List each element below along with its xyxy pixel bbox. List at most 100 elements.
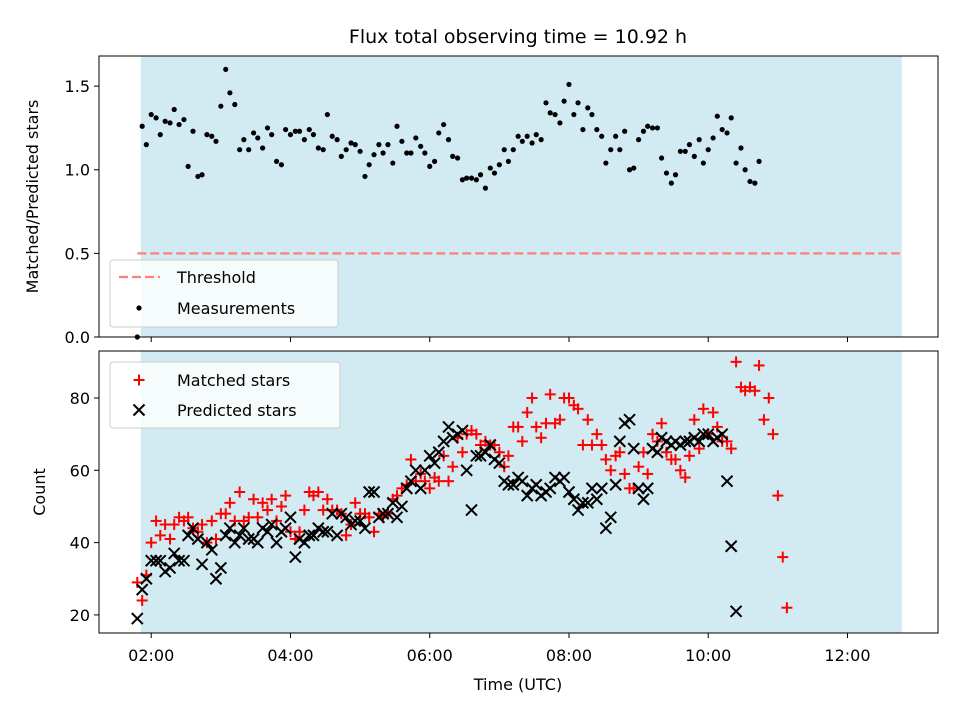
bottom-y-ticks: 20 40 60 80 xyxy=(70,389,99,625)
predicted-star-marker xyxy=(330,529,344,542)
measurement-point xyxy=(273,158,280,164)
matched-stars-legend-label: Matched stars xyxy=(177,371,290,390)
predicted-star-marker xyxy=(353,514,367,528)
bottom-x-tick-label: 10:00 xyxy=(685,646,731,665)
predicted-star-marker xyxy=(237,521,251,535)
predicted-star-marker xyxy=(590,493,604,506)
predicted-star-marker xyxy=(131,612,144,625)
predicted-star-marker xyxy=(261,525,274,538)
predicted-star-marker xyxy=(604,511,617,524)
top-axes: 0.0 0.5 1.0 1.5 Matched/Predicted stars Thr… xyxy=(23,55,939,347)
predicted-star-marker xyxy=(516,474,529,488)
x-axis-label: Time (UTC) xyxy=(473,675,562,694)
bottom-y-tick-label: 60 xyxy=(70,461,90,480)
measurement-point xyxy=(510,147,516,153)
measurement-point xyxy=(585,105,591,111)
predicted-star-marker xyxy=(390,511,404,524)
predicted-star-marker xyxy=(599,521,613,535)
measurement-point xyxy=(320,147,326,153)
predicted-star-marker xyxy=(627,442,640,455)
predicted-star-marker xyxy=(349,514,362,528)
predicted-star-marker xyxy=(418,464,432,477)
predicted-star-marker xyxy=(697,427,710,441)
measurement-point xyxy=(686,142,693,148)
predicted-star-marker xyxy=(154,554,167,567)
predicted-stars-legend-label: Predicted stars xyxy=(177,401,297,420)
predicted-star-marker xyxy=(209,572,223,585)
measurement-point xyxy=(617,147,623,153)
top-y-axis-label: Matched/Predicted stars xyxy=(23,100,42,294)
measurement-point xyxy=(626,167,633,173)
predicted-star-marker xyxy=(409,464,423,477)
measurement-point xyxy=(700,160,706,166)
bottom-legend-box xyxy=(109,361,341,429)
measurement-point xyxy=(672,172,679,178)
measurement-point xyxy=(501,147,507,153)
predicted-star-marker xyxy=(432,446,445,459)
predicted-star-marker xyxy=(307,529,320,542)
measurement-point xyxy=(571,111,577,118)
predicted-star-marker xyxy=(381,507,395,520)
predicted-star-marker xyxy=(428,456,441,470)
measurement-point xyxy=(557,120,563,126)
measurement-point xyxy=(663,170,670,176)
predicted-star-marker xyxy=(609,478,622,491)
bottom-y-tick-label: 80 xyxy=(70,389,90,408)
predicted-star-marker xyxy=(651,446,664,459)
measurement-point xyxy=(505,158,512,164)
predicted-star-marker xyxy=(223,521,237,535)
predicted-star-marker xyxy=(729,605,743,618)
measurement-point xyxy=(594,126,600,133)
measurement-point xyxy=(682,148,688,154)
measurement-point xyxy=(260,145,266,151)
measurement-point xyxy=(343,147,349,153)
predicted-star-marker xyxy=(456,424,469,437)
measurement-point xyxy=(658,155,665,161)
predicted-star-marker xyxy=(423,449,436,463)
matched-stars-series xyxy=(131,356,793,614)
measurement-point xyxy=(422,150,428,156)
measurement-point xyxy=(649,125,656,131)
measurement-point xyxy=(747,178,753,185)
measurement-point xyxy=(705,147,711,153)
measurement-point xyxy=(468,175,475,181)
measurements-legend-label: Measurements xyxy=(177,299,295,318)
measurement-point xyxy=(371,152,377,158)
measurement-point xyxy=(301,137,307,143)
predicted-star-marker xyxy=(270,536,283,549)
measurement-point xyxy=(691,153,697,159)
measurement-point xyxy=(561,98,567,104)
measurement-point xyxy=(357,148,363,154)
predicted-star-marker xyxy=(265,518,278,531)
measurement-point xyxy=(269,132,275,138)
predicted-star-marker xyxy=(715,427,729,441)
predicted-star-marker xyxy=(135,583,149,596)
predicted-star-marker xyxy=(326,507,339,520)
measurement-point xyxy=(519,138,525,144)
predicted-star-marker xyxy=(460,464,473,477)
predicted-star-marker xyxy=(613,435,627,448)
measurement-point xyxy=(352,142,358,148)
predicted-star-marker xyxy=(376,507,390,520)
measurement-point xyxy=(139,123,145,129)
measurement-point xyxy=(199,172,205,178)
measurement-point xyxy=(315,145,321,151)
predicted-star-marker xyxy=(702,427,715,441)
measurement-point xyxy=(334,137,340,143)
predicted-star-marker xyxy=(163,561,177,575)
measurement-point xyxy=(195,173,201,180)
measurement-point xyxy=(482,185,489,191)
predicted-star-marker xyxy=(386,496,400,510)
predicted-star-marker xyxy=(191,532,205,546)
measurement-point xyxy=(491,170,498,176)
measurement-point xyxy=(441,121,447,128)
predicted-star-marker xyxy=(284,511,297,524)
predicted-star-marker xyxy=(557,471,571,484)
predicted-star-marker xyxy=(720,474,734,488)
predicted-star-marker xyxy=(470,449,483,463)
predicted-star-marker xyxy=(404,474,418,488)
predicted-star-marker xyxy=(200,536,214,549)
measurement-point xyxy=(310,132,317,138)
bottom-axes-frame xyxy=(98,350,939,634)
predicted-star-marker xyxy=(242,532,255,546)
